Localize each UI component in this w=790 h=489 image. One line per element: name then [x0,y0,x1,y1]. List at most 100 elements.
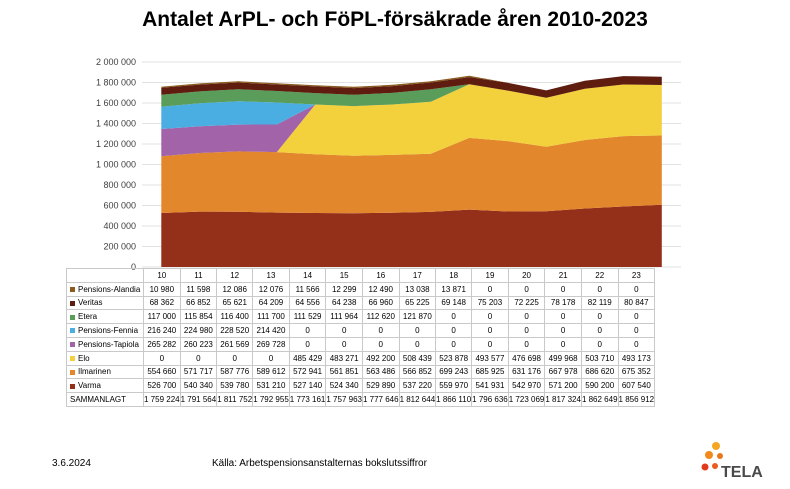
data-label: 476 698 [507,350,546,366]
data-label: 78 178 [544,295,582,311]
data-label: 111 700 [252,309,290,325]
data-label: 261 569 [216,336,254,352]
data-label: 572 941 [288,364,327,380]
legend-swatch [70,328,75,334]
total-value: 1 759 224 [143,392,181,407]
logo-dot-icon [712,442,720,450]
data-label: 66 960 [361,295,400,311]
x-tick-label: 21 [544,268,582,283]
total-value: 1 723 069 [507,392,546,407]
logo-dot-icon [705,451,713,459]
data-label: 0 [435,323,473,338]
data-label: 631 176 [507,364,546,380]
data-label: 537 220 [398,378,437,394]
legend-swatch [70,287,75,293]
data-label: 64 556 [288,295,327,311]
y-tick-label: 1 800 000 [96,78,136,88]
data-label: 0 [288,323,327,338]
table-corner [66,268,144,283]
data-label: 269 728 [252,336,290,352]
data-label: 0 [288,336,327,352]
data-label: 80 847 [617,295,656,311]
data-label: 589 612 [252,364,290,380]
x-tick-label: 19 [471,268,509,283]
footer-source: Källa: Arbetspensionsanstalternas bokslu… [212,458,427,469]
data-label: 571 200 [544,378,582,394]
series-name: Ilmarinen [78,367,111,377]
data-label: 0 [216,350,254,366]
x-tick-label: 13 [252,268,290,283]
total-value: 1 791 564 [179,392,218,407]
data-label: 561 851 [325,364,363,380]
total-value: 1 757 963 [325,392,363,407]
y-tick-label: 400 000 [103,221,136,231]
data-label: 587 776 [216,364,254,380]
data-label: 0 [544,281,582,297]
x-tick-label: 10 [143,268,181,283]
x-tick-label: 16 [361,268,400,283]
data-label: 559 970 [435,378,473,394]
data-label: 503 710 [580,350,619,366]
x-tick-label: 20 [507,268,546,283]
area-varma [161,204,662,267]
y-tick-label: 1 600 000 [96,98,136,108]
legend-swatch [70,300,75,306]
table-header-row: 10 11 12 13 14 15 16 17 18 19 20 21 22 23 [66,268,656,283]
table-row: Pensions-Tapiola 265 282 260 223 261 569 269… [66,336,656,352]
series-name: Varma [78,381,101,391]
data-label: 65 225 [398,295,437,311]
data-label: 64 238 [325,295,363,311]
data-label: 485 429 [288,350,327,366]
tela-logo: TELA [701,442,763,481]
total-value: 1 812 644 [398,392,437,407]
legend-swatch [70,314,75,320]
data-label: 116 400 [216,309,254,325]
legend-entry: Pensions-Tapiola [66,336,144,352]
data-label: 524 340 [325,378,363,394]
series-name: Pensions-Tapiola [78,339,139,349]
data-label: 483 271 [325,350,363,366]
table-row: Pensions-Alandia 10 980 11 598 12 086 12 076… [66,281,656,297]
total-value: 1 811 752 [216,392,254,407]
data-label: 499 968 [544,350,582,366]
table-total-row: SAMMANLAGT 1 759 224 1 791 564 1 811 752 1 7… [66,392,656,407]
data-label: 0 [398,323,437,338]
legend-swatch [70,356,75,362]
data-label: 542 970 [507,378,546,394]
data-label: 0 [325,336,363,352]
area-pensions-fennia [161,84,662,129]
data-label: 12 299 [325,281,363,297]
series-name: Elo [78,353,90,363]
data-label: 0 [361,336,400,352]
area-ilmarinen [161,135,662,214]
data-label: 112 620 [361,309,400,325]
data-label: 493 173 [617,350,656,366]
data-label: 0 [507,336,546,352]
data-label: 566 852 [398,364,437,380]
data-label: 0 [471,309,509,325]
data-label: 115 854 [179,309,218,325]
series-name: Veritas [78,298,103,308]
data-label: 529 890 [361,378,400,394]
data-label: 12 490 [361,281,400,297]
data-label: 214 420 [252,323,290,338]
y-tick-label: 200 000 [103,242,136,252]
y-tick-label: 800 000 [103,180,136,190]
data-label: 0 [617,309,656,325]
total-value: 1 862 649 [580,392,619,407]
data-label: 117 000 [143,309,181,325]
logo-dot-icon [717,453,723,459]
y-axis-ticks: 0 200 000 400 000 600 000 800 000 1 000 000 1 … [96,57,136,270]
data-label: 0 [325,323,363,338]
data-label: 0 [580,336,619,352]
total-value: 1 856 912 [617,392,656,407]
data-label: 13 871 [435,281,473,297]
data-label: 699 243 [435,364,473,380]
data-label: 64 209 [252,295,290,311]
data-label: 13 038 [398,281,437,297]
area-series [161,75,662,267]
data-label: 527 140 [288,378,327,394]
data-label: 0 [507,309,546,325]
table-row: Veritas 68 362 66 852 65 621 64 209 64 556 64 … [66,295,656,311]
data-label: 0 [471,281,509,297]
